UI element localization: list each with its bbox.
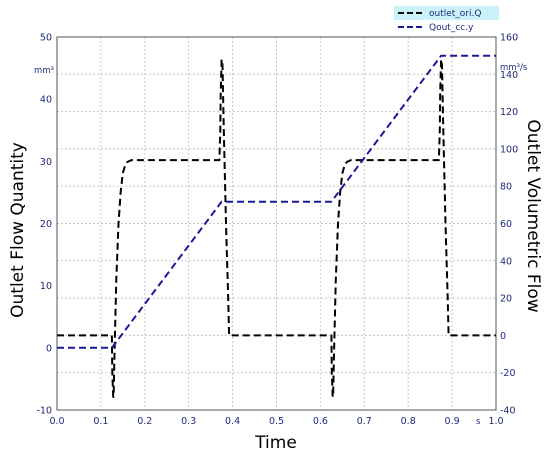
y-right-tick-label: 0 <box>500 331 506 342</box>
y-right-tick-labels: -40 -20 0 20 40 60 80 100 120 140 160 <box>500 33 518 417</box>
y-left-tick-label: -10 <box>36 406 52 417</box>
x-tick-label: 0.2 <box>137 416 152 427</box>
legend-label: outlet_ori.Q <box>429 9 481 19</box>
legend: outlet_ori.Q Qout_cc.y <box>394 6 499 33</box>
x-tick-label: 0.8 <box>401 416 416 427</box>
y-right-tick-label: -40 <box>500 406 516 417</box>
legend-label: Qout_cc.y <box>429 23 474 33</box>
y-left-unit: mm³ <box>34 66 54 76</box>
y-left-tick-label: 0 <box>46 343 52 354</box>
y-left-axis-title: Outlet Flow Quantity <box>8 142 28 318</box>
y-right-tick-label: -20 <box>500 368 516 379</box>
x-tick-label: 0.5 <box>269 416 284 427</box>
x-tick-label: 1.0 <box>488 416 503 427</box>
y-right-tick-label: 160 <box>500 33 518 44</box>
x-tick-label: 0.0 <box>49 416 64 427</box>
x-tick-label: 0.1 <box>93 416 108 427</box>
y-left-tick-label: 30 <box>40 157 52 168</box>
y-right-tick-label: 80 <box>500 182 512 193</box>
y-right-tick-label: 140 <box>500 70 518 81</box>
x-tick-label: 0.6 <box>313 416 328 427</box>
x-tick-label: 0.3 <box>181 416 196 427</box>
x-unit: s <box>476 417 481 427</box>
y-right-tick-label: 40 <box>500 256 512 267</box>
y-left-tick-labels: -10 0 10 20 30 40 50 <box>36 33 52 417</box>
y-right-tick-label: 100 <box>500 144 518 155</box>
series-line-0 <box>57 58 496 398</box>
y-left-tick-label: 50 <box>40 33 52 44</box>
plot-frame <box>56 36 497 411</box>
y-left-tick-label: 40 <box>40 95 52 106</box>
y-left-tick-label: 10 <box>40 281 52 292</box>
y-left-tick-label: 20 <box>40 219 52 230</box>
x-axis-title: Time <box>254 433 297 453</box>
y-right-tick-label: 20 <box>500 294 512 305</box>
x-tick-label: 0.4 <box>225 416 240 427</box>
y-right-tick-label: 120 <box>500 107 518 118</box>
x-tick-label: 0.7 <box>357 416 372 427</box>
x-tick-labels: 0.0 0.1 0.2 0.3 0.4 0.5 0.6 0.7 0.8 0.9 1.0 <box>49 416 503 427</box>
y-right-axis-title: Outlet Volumetric Flow <box>523 119 543 312</box>
y-right-unit: mm³/s <box>500 63 528 73</box>
x-tick-label: 0.9 <box>445 416 460 427</box>
legend-highlight <box>394 6 499 20</box>
series-line-1 <box>57 54 496 349</box>
y-right-tick-label: 60 <box>500 219 512 230</box>
series-layer <box>57 54 496 398</box>
